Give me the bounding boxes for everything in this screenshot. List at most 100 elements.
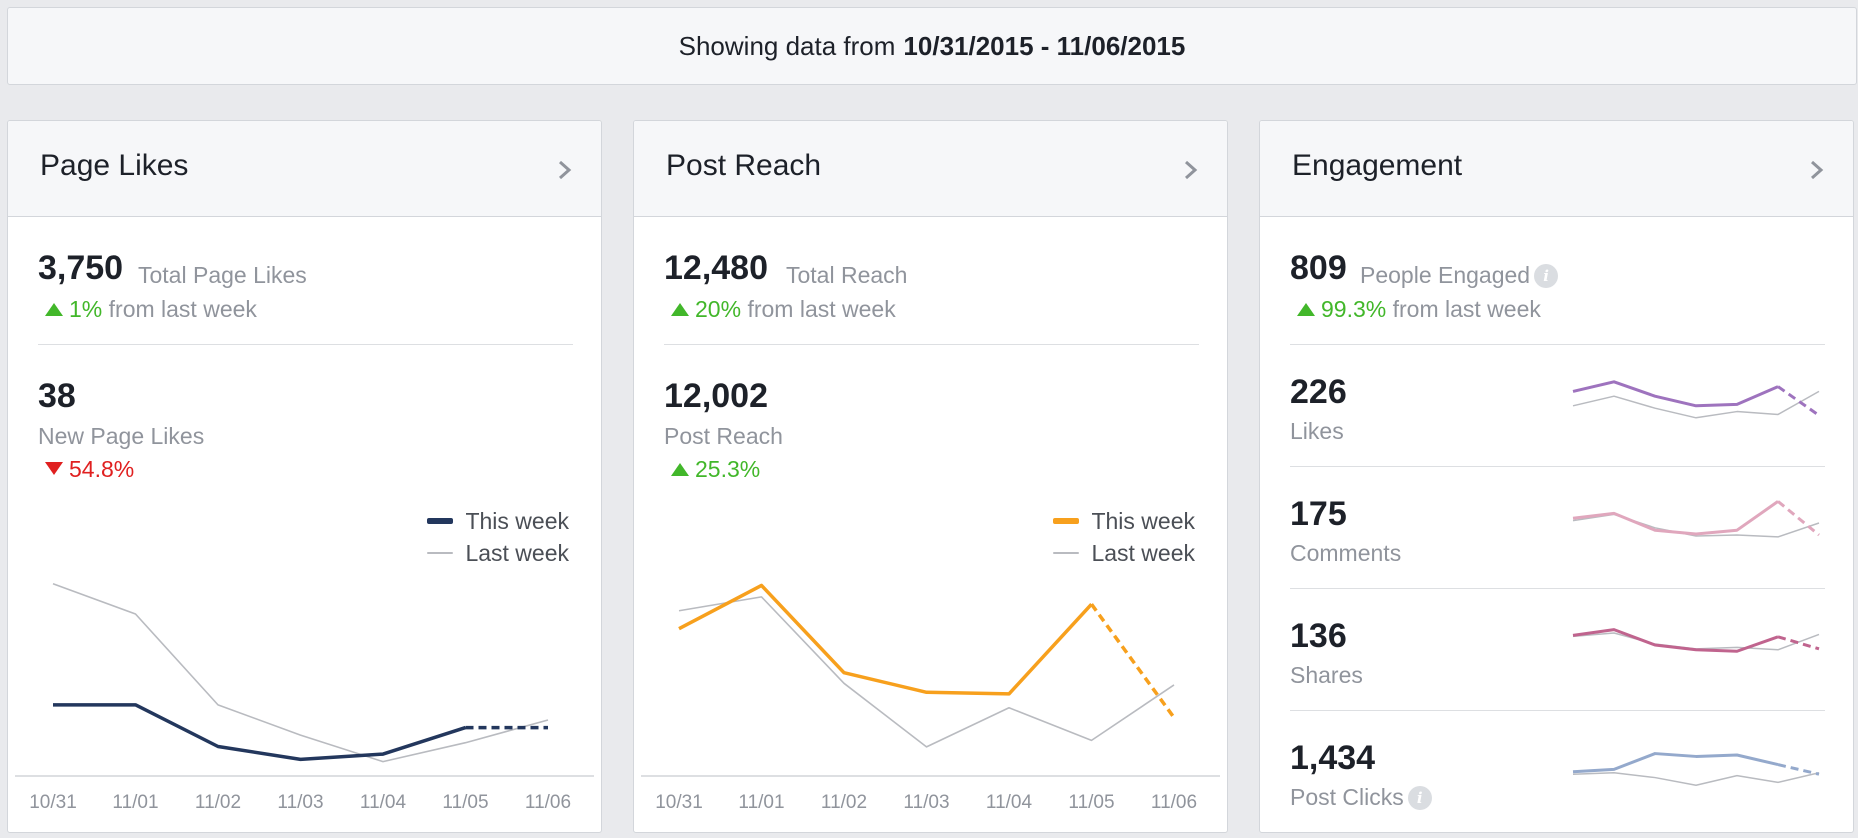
divider xyxy=(1290,466,1825,467)
post-reach-title: Post Reach xyxy=(666,149,822,182)
new-page-likes-change-pct: 54.8% xyxy=(69,456,135,482)
engagement-change: 99.3% from last week xyxy=(1297,296,1541,323)
x-tick-label: 11/04 xyxy=(360,792,407,813)
legend-swatch xyxy=(427,518,454,524)
legend-swatch xyxy=(1053,518,1080,524)
new-page-likes-value: 38 xyxy=(38,377,76,415)
date-range-value: 10/31/2015 - 11/06/2015 xyxy=(903,30,1186,61)
x-tick-label: 10/31 xyxy=(655,792,703,813)
this-week-line xyxy=(1572,380,1779,408)
comments-value: 175 xyxy=(1290,495,1347,533)
engagement-header[interactable]: Engagement xyxy=(1260,121,1853,217)
x-tick-label: 11/05 xyxy=(1068,792,1114,813)
x-tick-label: 11/02 xyxy=(195,792,241,813)
total-reach-value: 12,480 xyxy=(664,249,768,287)
post-reach-card: Post Reach 12,480 Total Reach 20% from l… xyxy=(633,120,1228,833)
last-week-line xyxy=(1572,632,1820,651)
shares-sparkline xyxy=(1572,628,1820,653)
page-likes-chart: 10/31 11/01 11/02 11/03 11/04 11/05 11/06 xyxy=(15,582,594,813)
engagement-change-pct: 99.3% xyxy=(1321,296,1387,322)
last-week-line xyxy=(1572,772,1820,786)
up-arrow-icon xyxy=(45,303,63,316)
new-page-likes-change: 54.8% xyxy=(45,456,134,483)
post-reach-value: 12,002 xyxy=(664,377,768,415)
legend-swatch xyxy=(427,552,454,554)
date-range-bar: Showing data from 10/31/2015 - 11/06/201… xyxy=(7,7,1857,85)
chevron-right-icon[interactable] xyxy=(557,159,573,181)
comments-label: Comments xyxy=(1290,540,1402,566)
this-week-line xyxy=(678,583,1093,696)
likes-value: 226 xyxy=(1290,373,1347,411)
page-likes-change: 1% from last week xyxy=(45,296,257,323)
down-arrow-icon xyxy=(45,462,63,475)
this-week-line xyxy=(53,703,467,762)
info-icon[interactable]: i xyxy=(1534,264,1559,288)
likes-label: Likes xyxy=(1290,418,1344,444)
chevron-right-icon[interactable] xyxy=(1183,159,1199,181)
last-week-line xyxy=(678,596,1175,748)
divider xyxy=(1290,588,1825,589)
divider xyxy=(1290,344,1825,345)
up-arrow-icon xyxy=(671,303,689,316)
engagement-change-text: from last week xyxy=(1392,296,1541,322)
post-clicks-label-text: Post Clicks xyxy=(1290,784,1404,810)
this-week-projected-segment xyxy=(1777,500,1820,537)
post-clicks-sparkline xyxy=(1572,752,1820,786)
x-tick-label: 11/02 xyxy=(821,792,867,813)
chart-legend: This week Last week xyxy=(1053,505,1195,569)
x-tick-label: 11/01 xyxy=(738,792,784,813)
page-likes-title: Page Likes xyxy=(40,149,189,182)
this-week-projected-segment xyxy=(1777,763,1820,776)
post-reach-label: Post Reach xyxy=(664,423,783,449)
legend-label: This week xyxy=(1091,507,1195,534)
total-reach-change: 20% from last week xyxy=(671,296,896,323)
page-likes-change-text: from last week xyxy=(108,296,257,322)
post-reach-change: 25.3% xyxy=(671,456,760,483)
x-tick-label: 11/01 xyxy=(112,792,158,813)
this-week-projected-segment xyxy=(1777,635,1820,651)
post-reach-chart: 10/31 11/01 11/02 11/03 11/04 11/05 11/06 xyxy=(641,583,1220,813)
this-week-line xyxy=(1572,500,1779,536)
legend-last-week: Last week xyxy=(1053,537,1195,569)
total-reach-label: Total Reach xyxy=(786,262,908,288)
post-reach-header[interactable]: Post Reach xyxy=(634,121,1227,217)
x-tick-label: 11/06 xyxy=(525,792,571,813)
chevron-right-icon[interactable] xyxy=(1809,159,1825,181)
up-arrow-icon xyxy=(671,463,689,476)
post-clicks-value: 1,434 xyxy=(1290,739,1376,777)
total-reach-change-text: from last week xyxy=(747,296,896,322)
x-tick-label: 11/06 xyxy=(1151,792,1197,813)
date-range-prefix: Showing data from xyxy=(678,30,896,61)
legend-this-week: This week xyxy=(1053,505,1195,537)
up-arrow-icon xyxy=(1297,303,1315,316)
post-clicks-label: Post Clicks i xyxy=(1290,784,1432,811)
shares-value: 136 xyxy=(1290,617,1347,655)
legend-label: Last week xyxy=(465,539,569,566)
x-tick-label: 10/31 xyxy=(29,792,77,813)
x-tick-label: 11/03 xyxy=(277,792,323,813)
new-page-likes-label: New Page Likes xyxy=(38,423,205,449)
shares-label: Shares xyxy=(1290,662,1363,688)
x-tick-label: 11/03 xyxy=(903,792,949,813)
total-page-likes-label: Total Page Likes xyxy=(138,262,307,288)
total-page-likes-value: 3,750 xyxy=(38,249,124,287)
comments-sparkline xyxy=(1572,500,1820,538)
engagement-title: Engagement xyxy=(1292,149,1463,182)
legend-last-week: Last week xyxy=(427,537,569,569)
page-likes-change-pct: 1% xyxy=(69,296,103,322)
people-engaged-label-text: People Engaged xyxy=(1360,262,1531,288)
divider xyxy=(1290,710,1825,711)
legend-label: Last week xyxy=(1091,539,1195,566)
this-week-projected-segment xyxy=(1090,603,1176,719)
this-week-projected-segment xyxy=(1777,385,1820,417)
last-week-line xyxy=(52,582,549,763)
info-icon[interactable]: i xyxy=(1407,786,1432,810)
legend-this-week: This week xyxy=(427,505,569,537)
page-likes-header[interactable]: Page Likes xyxy=(8,121,601,217)
post-reach-change-pct: 25.3% xyxy=(695,456,761,482)
this-week-line xyxy=(1572,628,1779,653)
engagement-card: Engagement 809 People Engaged i 99.3% fro… xyxy=(1259,120,1854,833)
total-reach-change-pct: 20% xyxy=(695,296,742,322)
legend-label: This week xyxy=(465,507,569,534)
people-engaged-label: People Engaged i xyxy=(1360,262,1559,289)
